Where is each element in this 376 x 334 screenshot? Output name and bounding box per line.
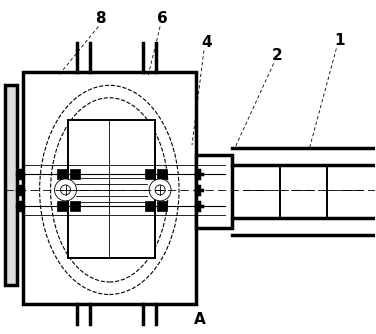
Bar [5, 86, 17, 285]
Bar [23, 72, 196, 304]
Bar [70, 201, 80, 211]
Text: 4: 4 [202, 35, 212, 50]
Bar [157, 201, 167, 211]
Bar [145, 169, 155, 179]
Text: 8: 8 [95, 11, 106, 26]
Circle shape [61, 185, 70, 195]
Circle shape [155, 185, 165, 195]
Circle shape [55, 179, 76, 201]
Bar [145, 201, 155, 211]
Text: 1: 1 [334, 33, 345, 48]
Bar [196, 155, 232, 228]
Text: A: A [194, 312, 206, 327]
Bar [70, 169, 80, 179]
Bar [56, 201, 67, 211]
Text: 2: 2 [271, 48, 282, 63]
Circle shape [149, 179, 171, 201]
Bar [56, 169, 67, 179]
Text: 6: 6 [157, 11, 167, 26]
Bar [157, 169, 167, 179]
Bar [68, 120, 155, 258]
